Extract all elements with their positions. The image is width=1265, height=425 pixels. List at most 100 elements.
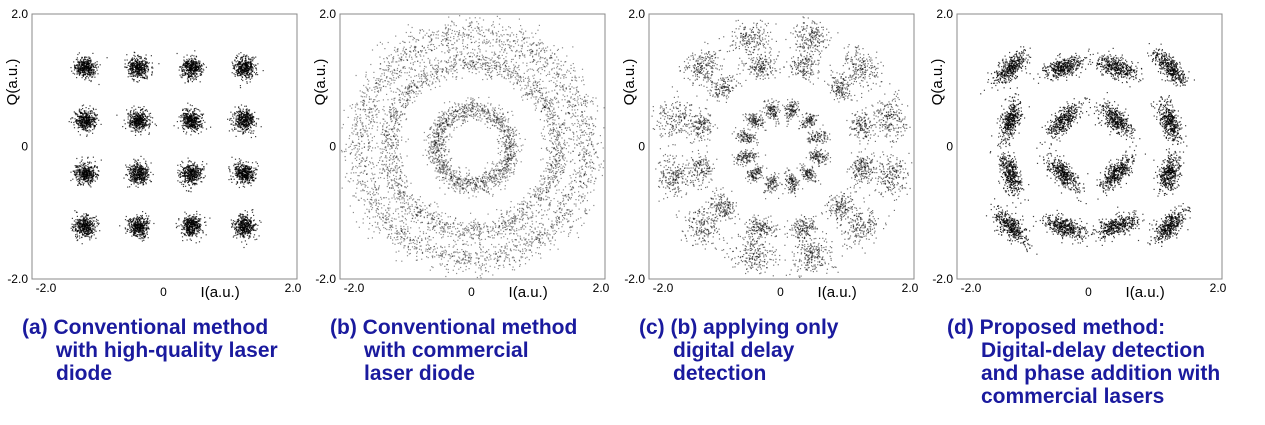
- constellation-point: [135, 62, 137, 64]
- constellation-point: [133, 54, 135, 56]
- constellation-point: [137, 68, 139, 70]
- constellation-point: [132, 124, 134, 126]
- constellation-point: [131, 57, 134, 59]
- constellation-point: [240, 71, 242, 73]
- constellation-point: [249, 126, 252, 128]
- constellation-point: [250, 67, 252, 69]
- constellation-point: [242, 73, 244, 75]
- constellation-point: [141, 172, 143, 174]
- constellation-point: [76, 119, 78, 122]
- constellation-point: [139, 74, 142, 76]
- constellation-point: [147, 69, 149, 71]
- constellation-point: [244, 127, 246, 129]
- constellation-point: [86, 172, 88, 174]
- constellation-point: [199, 70, 202, 72]
- constellation-point: [87, 112, 89, 114]
- constellation-point: [199, 116, 201, 118]
- constellation-point: [200, 117, 203, 119]
- constellation-point: [133, 65, 135, 67]
- constellation-point: [85, 119, 87, 121]
- constellation-point: [187, 161, 189, 163]
- constellation-point: [202, 62, 204, 65]
- constellation-point: [196, 118, 198, 120]
- constellation-point: [251, 71, 253, 73]
- constellation-point: [198, 68, 200, 70]
- constellation-point: [235, 56, 237, 59]
- constellation-point: [129, 119, 131, 121]
- constellation-point: [185, 62, 187, 64]
- constellation-point: [92, 175, 94, 177]
- constellation-point: [248, 131, 250, 133]
- constellation-point: [130, 169, 132, 172]
- constellation-point: [189, 75, 192, 77]
- constellation-point: [250, 62, 252, 64]
- constellation-point: [81, 64, 83, 67]
- constellation-point: [195, 55, 197, 57]
- constellation-point: [126, 109, 128, 111]
- constellation-point: [89, 70, 91, 72]
- constellation-point: [196, 62, 198, 64]
- constellation-point: [98, 170, 100, 172]
- constellation-point: [194, 182, 196, 184]
- constellation-point: [80, 125, 82, 127]
- constellation-point: [242, 79, 244, 82]
- constellation-point: [130, 120, 132, 122]
- constellation-point: [245, 128, 247, 131]
- constellation-point: [255, 167, 257, 169]
- constellation-point: [184, 124, 186, 126]
- constellation-point: [79, 174, 81, 176]
- constellation-point: [193, 124, 195, 126]
- constellation-point: [191, 67, 193, 69]
- constellation-point: [141, 68, 143, 70]
- constellation-point: [142, 111, 144, 113]
- constellation-point: [136, 118, 138, 120]
- constellation-point: [231, 123, 233, 125]
- constellation-point: [137, 118, 139, 120]
- constellation-point: [80, 178, 82, 180]
- constellation-point: [194, 161, 196, 163]
- constellation-point: [83, 179, 85, 181]
- constellation-point: [201, 117, 203, 119]
- constellation-point: [86, 123, 88, 125]
- constellation-point: [138, 68, 140, 70]
- constellation-point: [182, 185, 185, 188]
- constellation-point: [239, 117, 241, 119]
- constellation-point: [186, 118, 188, 120]
- constellation-point: [187, 174, 189, 176]
- constellation-point: [87, 77, 90, 79]
- constellation-point: [137, 171, 140, 173]
- constellation-point: [194, 67, 196, 69]
- constellation-point: [198, 175, 200, 178]
- constellation-point: [240, 181, 242, 183]
- constellation-point: [139, 69, 141, 71]
- constellation-point: [129, 113, 132, 115]
- constellation-point: [146, 165, 148, 167]
- constellation-point: [244, 60, 246, 62]
- constellation-point: [129, 164, 131, 166]
- constellation-point: [86, 67, 88, 69]
- constellation-point: [83, 63, 85, 65]
- constellation-point: [243, 119, 245, 121]
- constellation-point: [244, 120, 246, 123]
- constellation-point: [92, 65, 94, 67]
- constellation-point: [194, 58, 196, 60]
- constellation-point: [250, 136, 252, 139]
- constellation-point: [88, 65, 90, 67]
- constellation-point: [81, 116, 84, 118]
- constellation-point: [187, 173, 189, 175]
- constellation-point: [184, 120, 186, 122]
- constellation-point: [95, 176, 97, 178]
- constellation-point: [90, 171, 92, 173]
- constellation-point: [135, 160, 137, 162]
- constellation-point: [183, 168, 185, 170]
- constellation-point: [255, 125, 257, 127]
- constellation-point: [76, 121, 78, 123]
- constellation-point: [83, 119, 85, 121]
- constellation-point: [76, 119, 78, 121]
- constellation-point: [255, 74, 257, 76]
- constellation-point: [68, 121, 70, 123]
- constellation-point: [187, 126, 189, 128]
- constellation-point: [247, 61, 249, 63]
- constellation-point: [255, 123, 257, 125]
- constellation-point: [199, 172, 201, 174]
